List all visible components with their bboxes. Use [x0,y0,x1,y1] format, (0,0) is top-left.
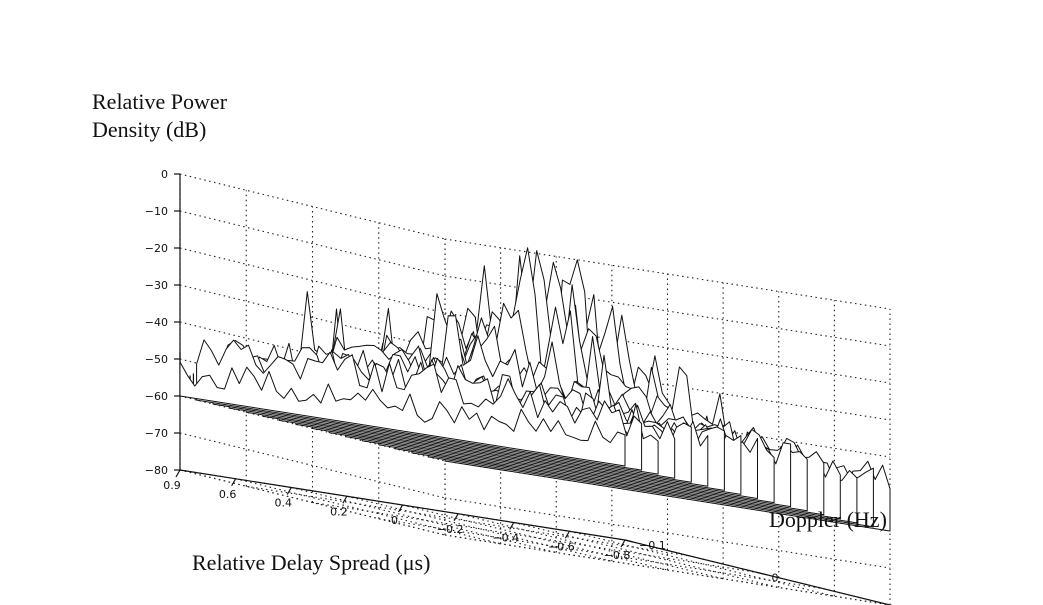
z-tick-label: −30 [145,279,168,292]
delay-tick-label: 0.2 [330,505,348,518]
z-tick-labels: 0 −10 −20 −30 −40 −50 −60 −70 −80 [145,168,180,477]
floor-gridline [246,485,692,557]
floor-gridline [569,530,835,597]
delay-tick-label: 0.9 [163,479,181,492]
back-wall-gridline [444,497,891,569]
delay-tick-mark [397,504,404,513]
delay-tick-label: 0.4 [275,497,293,510]
delay-tick-label: 0.6 [219,488,237,501]
floor-gridline [346,495,613,562]
delay-tick-mark [564,530,570,539]
left-wall-gridline [179,247,446,314]
delay-tick-mark [231,478,237,487]
z-tick-label: −70 [145,427,168,440]
doppler-tick-label: 0 [772,572,779,585]
surface-layer [179,247,891,532]
floor-gridline [444,534,891,605]
z-axis-label-line1: Relative Power [92,89,228,114]
z-tick-label: 0 [161,168,168,181]
delay-tick-label: −0.2 [437,523,464,536]
surface-ribbon [179,361,626,467]
left-wall-gridline [179,432,446,499]
delay-tick-mark [509,522,515,530]
floor-gridline [378,518,824,590]
z-tick-label: −20 [145,242,168,255]
doppler-tick-labels: −0.100.1 [624,539,922,605]
floor-gridline [312,501,758,574]
floor-gridline [513,521,779,589]
z-tick-label: −80 [145,464,168,477]
left-wall-gridline [179,210,446,277]
delay-tick-label: 0 [391,514,398,527]
floor-gridline [291,486,557,554]
delay-tick-labels: 0.9 0.6 0.4 0.2 0 −0.2 −0.4 −0.6 −0.8 [163,469,631,562]
z-tick-label: −40 [145,316,168,329]
delay-tick-mark [286,487,292,495]
delay-tick-label: −0.6 [548,540,575,553]
y-axis-label: Doppler (Hz) [769,507,887,532]
z-tick-label: −50 [145,353,168,366]
delay-tick-label: −0.8 [604,549,631,562]
floor-gridline [457,513,724,580]
delay-tick-mark [620,539,626,548]
delay-tick-label: −0.4 [492,532,519,545]
doppler-tick-label: −0.1 [639,539,666,552]
z-tick-label: −60 [145,390,168,403]
delay-tick-mark [175,469,181,478]
z-tick-label: −10 [145,205,168,218]
x-axis-label: Relative Delay Spread (μs) [192,550,430,575]
delay-tick-mark [453,513,459,522]
doppler-tick-mark [757,571,766,576]
delay-tick-mark [342,495,348,504]
z-axis-label-line2: Density (dB) [92,117,206,142]
doppler-tick-mark [624,539,634,543]
